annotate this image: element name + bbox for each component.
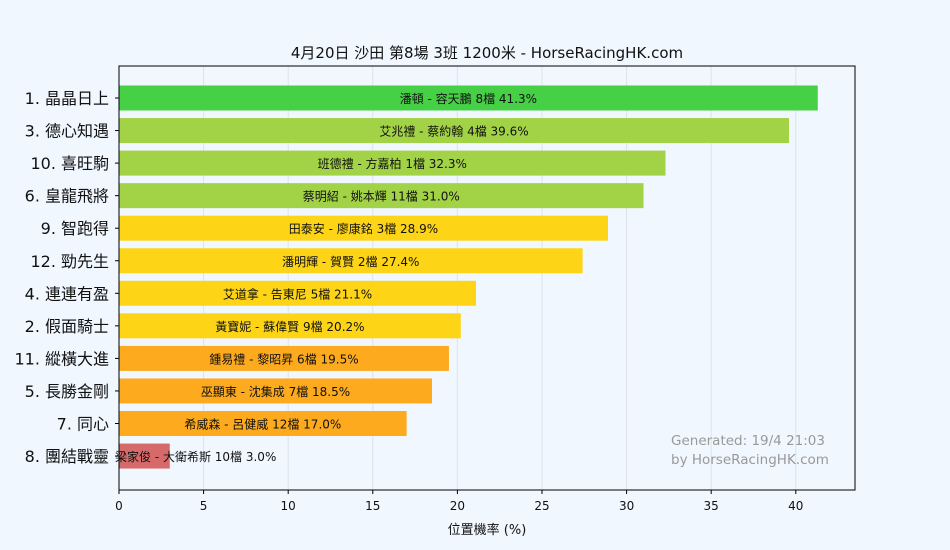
watermark-site: by HorseRacingHK.com xyxy=(671,452,829,468)
y-tick-label: 4. 連連有盈 xyxy=(25,284,109,303)
y-tick-label: 10. 喜旺駒 xyxy=(30,154,109,173)
y-tick-label: 8. 團結戰靈 xyxy=(25,447,109,466)
bar xyxy=(119,280,477,306)
x-tick-label: 25 xyxy=(534,499,549,513)
bar xyxy=(119,248,583,274)
x-tick-label: 15 xyxy=(365,499,380,513)
y-tick-label: 2. 假面騎士 xyxy=(25,317,109,336)
bar-label: 艾道拿 - 告東尼 5檔 21.1% xyxy=(223,286,372,301)
bar xyxy=(119,378,433,404)
bar-label: 鍾易禮 - 黎昭昇 6檔 19.5% xyxy=(209,352,358,366)
bar xyxy=(119,443,170,469)
x-tick-label: 0 xyxy=(115,499,123,513)
bar-label: 田泰安 - 廖康銘 3檔 28.9% xyxy=(289,221,438,236)
y-tick-label: 3. 德心知遇 xyxy=(25,122,109,141)
y-tick-label: 5. 長勝金剛 xyxy=(25,382,109,401)
bars-group xyxy=(119,85,818,469)
bar xyxy=(119,85,818,111)
x-tick-label: 30 xyxy=(619,499,634,513)
bar-label: 希威森 - 呂健威 12檔 17.0% xyxy=(184,417,341,432)
y-tick-label: 12. 勁先生 xyxy=(30,252,109,271)
x-axis-ticks: 0 5 10 15 20 25 30 35 40 xyxy=(115,490,803,513)
bar-label: 潘明輝 - 賀賢 2檔 27.4% xyxy=(282,255,419,269)
bar xyxy=(119,183,644,209)
x-tick-label: 35 xyxy=(704,499,719,513)
x-tick-label: 40 xyxy=(788,499,803,513)
bar-label: 黃寶妮 - 蘇偉賢 9檔 20.2% xyxy=(215,319,364,334)
bar-label: 巫顯東 - 沈集成 7檔 18.5% xyxy=(201,384,350,399)
x-axis-title: 位置機率 (%) xyxy=(448,522,527,538)
bar-label: 艾兆禮 - 蔡約翰 4檔 39.6% xyxy=(379,124,528,139)
plot-frame xyxy=(118,65,856,491)
watermark-generated: Generated: 19/4 21:03 xyxy=(671,433,825,449)
x-tick-label: 5 xyxy=(200,499,208,513)
bar xyxy=(119,118,790,144)
bar xyxy=(119,345,449,371)
bar xyxy=(119,313,461,339)
bar-label: 潘頓 - 容天鵬 8檔 41.3% xyxy=(400,91,537,106)
y-tick-label: 7. 同心 xyxy=(57,415,109,434)
bar-label: 班德禮 - 方嘉柏 1檔 32.3% xyxy=(318,156,467,171)
bar xyxy=(119,150,666,176)
bar-labels-group: 潘頓 - 容天鵬 8檔 41.3% 艾兆禮 - 蔡約翰 4檔 39.6% 班德禮 -… xyxy=(115,91,537,464)
bar xyxy=(119,411,407,436)
bar-label: 梁家俊 - 大衛希斯 10檔 3.0% xyxy=(115,449,276,464)
chart-title: 4月20日 沙田 第8場 3班 1200米 - HorseRacingHK.co… xyxy=(291,44,683,62)
y-tick-label: 1. 晶晶日上 xyxy=(25,89,109,108)
y-axis-labels: 1. 晶晶日上 3. 德心知遇 10. 喜旺駒 6. 皇龍飛將 9. 智跑得 12. 勁先… xyxy=(14,89,119,466)
bar-label: 蔡明紹 - 姚本輝 11檔 31.0% xyxy=(303,190,460,204)
x-tick-label: 10 xyxy=(281,499,296,513)
y-tick-label: 6. 皇龍飛將 xyxy=(25,187,109,206)
bar xyxy=(119,215,608,241)
x-tick-label: 20 xyxy=(450,499,465,513)
y-tick-label: 11. 縱橫大進 xyxy=(14,349,109,368)
y-tick-label: 9. 智跑得 xyxy=(41,219,109,238)
